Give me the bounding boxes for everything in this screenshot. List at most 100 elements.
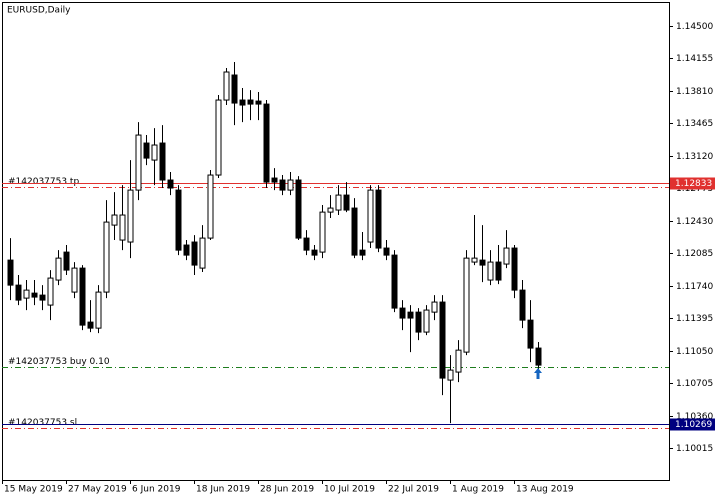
candle-body	[167, 179, 174, 189]
order-level-label: #142037753 tp	[8, 177, 79, 187]
chart-title: EURUSD,Daily	[7, 6, 71, 16]
candle-body	[383, 247, 390, 256]
candle-body	[527, 319, 534, 349]
candle-body	[207, 174, 214, 239]
x-tick-label: 18 Jun 2019	[196, 485, 250, 495]
candle-body	[319, 211, 326, 253]
plot-frame	[2, 2, 670, 481]
candle-body	[431, 301, 438, 313]
candle-body	[127, 189, 134, 243]
candle-body	[135, 134, 142, 191]
candle-body	[519, 289, 526, 321]
candle-body	[239, 99, 246, 106]
candle-body	[439, 301, 446, 379]
candle-body	[423, 309, 430, 333]
candle-body	[47, 277, 54, 306]
candle-body	[111, 214, 118, 226]
candle-body	[247, 99, 254, 105]
buy-arrow	[534, 368, 542, 379]
candle-body	[343, 194, 350, 211]
candle-body	[63, 251, 70, 271]
candle-body	[455, 349, 462, 373]
y-tick-label: 1.12430	[676, 217, 713, 227]
candle-body	[255, 100, 262, 105]
candle-body	[487, 261, 494, 281]
x-tick-label: 15 May 2019	[4, 485, 63, 495]
candle-body	[271, 177, 278, 183]
candle-body	[535, 347, 542, 366]
candle-body	[55, 257, 62, 281]
y-tick-label: 1.10015	[676, 444, 713, 454]
candle-body	[39, 294, 46, 301]
y-tick-label: 1.14155	[676, 54, 713, 64]
candle-body	[79, 267, 86, 326]
candle-body	[295, 179, 302, 239]
order-level-label: #142037753 buy 0.10	[8, 357, 110, 367]
x-tick-label: 6 Jun 2019	[132, 485, 181, 495]
candle-body	[223, 71, 230, 101]
candle-body	[463, 257, 470, 353]
candle-body	[183, 244, 190, 256]
candle-body	[415, 311, 422, 333]
candle-body	[359, 249, 366, 256]
candle-body	[199, 237, 206, 269]
candle-body	[159, 142, 166, 181]
candle-body	[335, 194, 342, 211]
candle-body	[231, 74, 238, 104]
candle-body	[447, 369, 454, 381]
candle-body	[375, 189, 382, 249]
candle-body	[151, 144, 158, 161]
y-tick-label: 1.12085	[676, 249, 713, 259]
price-box	[670, 177, 715, 190]
candle-body	[263, 103, 270, 183]
x-tick-label: 1 Aug 2019	[452, 485, 504, 495]
candle-body	[103, 221, 110, 293]
y-tick-label: 1.14500	[676, 22, 713, 32]
candle-body	[303, 237, 310, 251]
candle-body	[215, 99, 222, 176]
candle-body	[7, 259, 14, 286]
candle-body	[407, 311, 414, 319]
candle-body	[503, 247, 510, 265]
y-tick-label: 1.13120	[676, 152, 713, 162]
candle-body	[95, 291, 102, 329]
y-tick-label: 1.10705	[676, 379, 713, 389]
y-tick-label: 1.11050	[676, 347, 713, 357]
candle-body	[479, 259, 486, 266]
candle-body	[119, 214, 126, 241]
x-tick-label: 27 May 2019	[68, 485, 127, 495]
candle-body	[287, 179, 294, 191]
candle-body	[367, 189, 374, 243]
candle-body	[311, 249, 318, 256]
candle-body	[327, 207, 334, 213]
price-box	[670, 418, 715, 431]
candle-body	[31, 292, 38, 298]
price-box-label: 1.12833	[675, 179, 712, 189]
order-level-label: #142037753 sl	[8, 418, 77, 428]
y-tick-label: 1.11395	[676, 314, 713, 324]
x-tick-label: 28 Jun 2019	[260, 485, 314, 495]
x-tick-label: 13 Aug 2019	[516, 485, 574, 495]
y-tick-label: 1.10360	[676, 412, 713, 422]
candle-body	[87, 321, 94, 329]
candle-body	[191, 241, 198, 266]
price-box-label: 1.10269	[675, 420, 712, 430]
candle-body	[23, 289, 30, 299]
x-tick-label: 10 Jul 2019	[324, 485, 375, 495]
candle-body	[279, 179, 286, 191]
candle-body	[399, 307, 406, 319]
y-tick-label: 1.11740	[676, 282, 713, 292]
candle-body	[143, 142, 150, 159]
candle-body	[495, 261, 502, 281]
candle-body	[351, 207, 358, 256]
x-tick-label: 22 Jul 2019	[388, 485, 439, 495]
candle-body	[71, 267, 78, 293]
candle-body	[175, 189, 182, 251]
candle-body	[471, 257, 478, 263]
y-tick-label: 1.13465	[676, 119, 713, 129]
y-tick-label: 1.13810	[676, 87, 713, 97]
candle-body	[15, 284, 22, 301]
candle-body	[391, 254, 398, 309]
candle-body	[511, 247, 518, 291]
